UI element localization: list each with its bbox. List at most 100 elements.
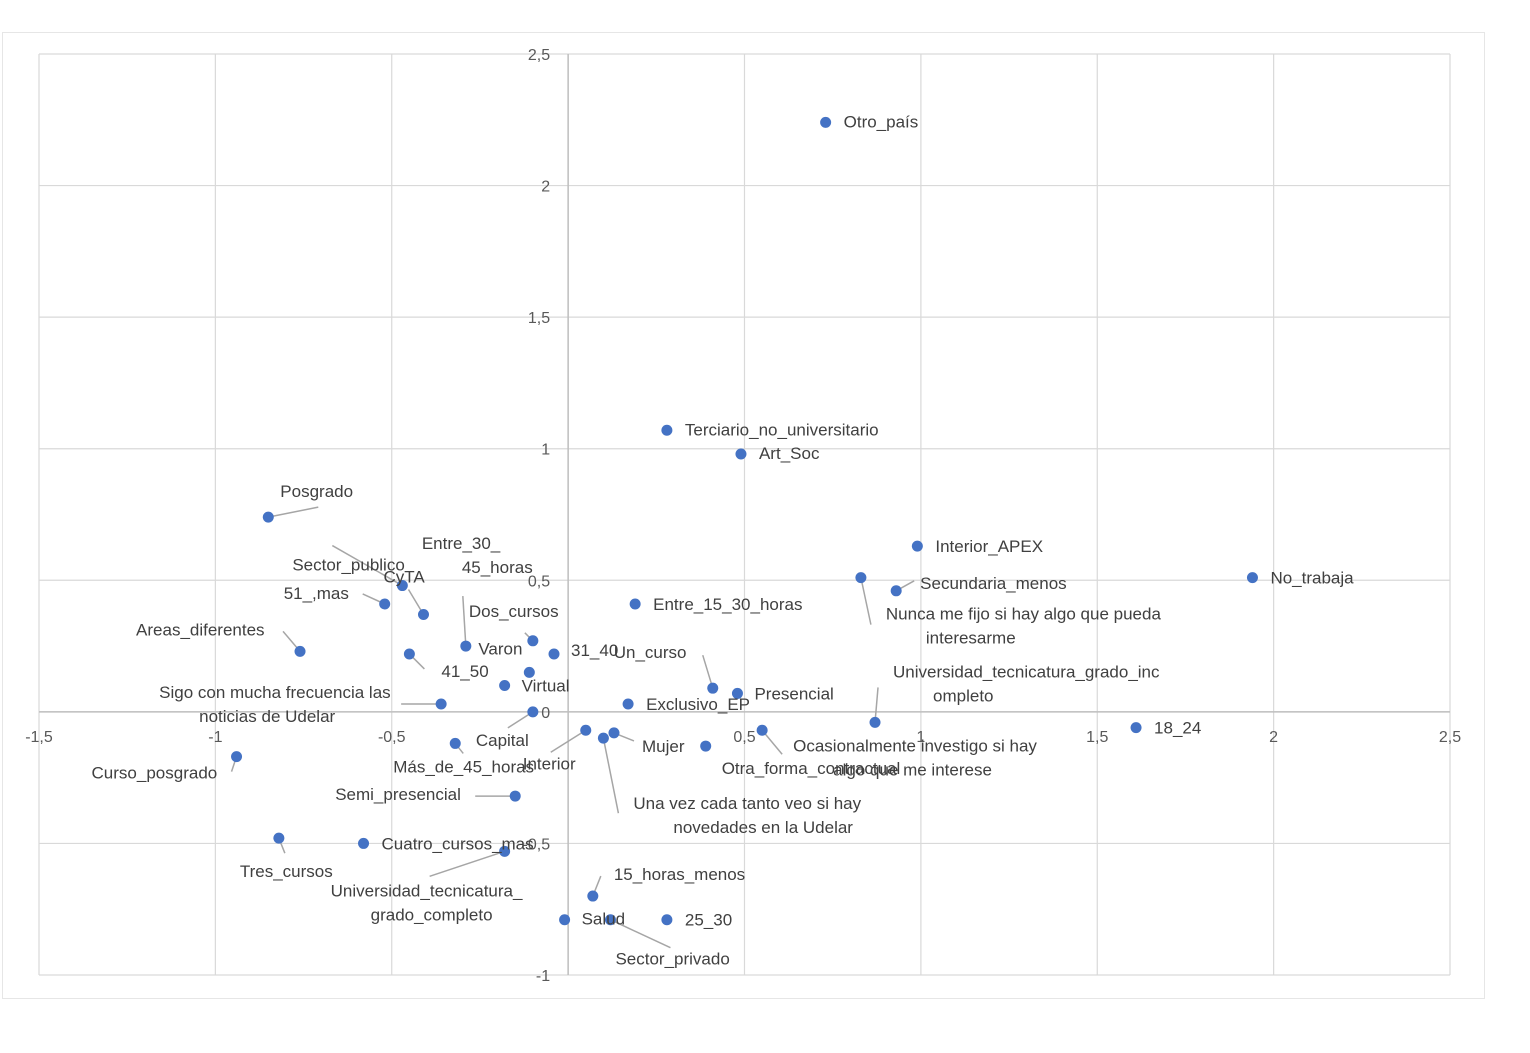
point-label: Areas_diferentes: [136, 620, 265, 639]
x-tick-label: 2: [1269, 729, 1278, 746]
point-label: Entre_30_ 45_horas: [422, 534, 533, 577]
data-point: [527, 706, 539, 718]
data-point: [890, 585, 902, 597]
leader-line: [268, 506, 319, 518]
x-tick-label: -0,5: [378, 729, 406, 746]
x-tick-label: 1: [916, 729, 925, 746]
data-point: [700, 740, 712, 752]
leader-line: [702, 654, 714, 689]
point-label: Entre_15_30_horas: [653, 595, 802, 614]
point-label: Nunca me fijo si hay algo que pueda inter…: [886, 605, 1162, 648]
point-label: Exclusivo_EP: [646, 695, 750, 714]
point-label: CyTA: [383, 567, 425, 586]
x-tick-label: -1: [208, 729, 222, 746]
data-point: [231, 751, 243, 763]
leader-line: [610, 919, 671, 949]
data-point: [622, 698, 634, 710]
point-label: Universidad_tecnicatura_grado_inc ompleto: [893, 662, 1160, 705]
data-point: [548, 648, 560, 660]
x-tick-label: 1,5: [1086, 729, 1108, 746]
y-tick-label: 1: [541, 442, 550, 459]
data-point: [417, 608, 429, 620]
point-label: Secundaria_menos: [920, 574, 1066, 593]
x-tick-label: -1,5: [25, 729, 53, 746]
data-point: [911, 540, 923, 552]
data-point: [403, 648, 415, 660]
data-point: [460, 640, 472, 652]
data-point: [820, 116, 832, 128]
point-label: Virtual: [522, 677, 570, 696]
data-point: [499, 680, 511, 692]
y-tick-label: 0: [541, 705, 550, 722]
point-label: Art_Soc: [759, 444, 820, 463]
point-label: Ocasionalmente investigo si hay algo que …: [793, 736, 1037, 779]
data-point: [379, 598, 391, 610]
point-label: Cuatro_cursos_mas: [382, 834, 534, 853]
point-label: 15_horas_menos: [614, 865, 745, 884]
point-label: 31_40: [571, 641, 618, 660]
point-label: Varon: [478, 639, 522, 658]
data-point: [396, 580, 408, 592]
point-label: Sector_publico: [292, 556, 404, 575]
point-label: No_trabaja: [1270, 569, 1354, 588]
point-label: 18_24: [1154, 719, 1201, 738]
point-label: Un_curso: [614, 643, 687, 662]
leader-line: [462, 596, 467, 647]
point-label: Más_de_45_horas: [393, 757, 534, 776]
data-point: [731, 687, 743, 699]
data-point: [587, 890, 599, 902]
y-tick-label: 0,5: [528, 573, 550, 590]
point-label: Interior: [523, 754, 576, 773]
data-point: [449, 737, 461, 749]
data-point: [855, 572, 867, 584]
leader-line: [331, 544, 403, 587]
point-label: Semi_presencial: [335, 785, 461, 804]
data-point: [661, 914, 673, 926]
point-label: Otra_forma_contractual: [722, 759, 901, 778]
point-label: Una vez cada tanto veo si hay novedades e…: [633, 794, 861, 837]
point-label: Dos_cursos: [469, 602, 559, 621]
point-label: Otro_país: [844, 112, 919, 131]
data-point: [597, 732, 609, 744]
data-point: [559, 914, 571, 926]
leader-line: [602, 738, 620, 814]
chart-area: [2, 32, 1485, 999]
y-tick-label: -1: [536, 968, 550, 985]
leader-line: [429, 850, 505, 878]
data-point: [580, 724, 592, 736]
x-tick-label: 0,5: [733, 729, 755, 746]
y-tick-label: -0,5: [523, 836, 551, 853]
point-label: Sector_privado: [615, 950, 729, 969]
x-tick-label: 2,5: [1439, 729, 1461, 746]
point-label: Posgrado: [280, 482, 353, 501]
y-tick-label: 2,5: [528, 47, 550, 64]
data-point: [509, 790, 521, 802]
leader-line: [860, 577, 872, 625]
point-label: 51_,mas: [284, 584, 349, 603]
point-label: Presencial: [754, 684, 833, 703]
point-label: Tres_cursos: [240, 862, 333, 881]
data-point: [661, 424, 673, 436]
data-point: [262, 511, 274, 523]
data-point: [1246, 572, 1258, 584]
data-point: [604, 914, 616, 926]
point-label: Sigo con mucha frecuencia las noticias de…: [159, 683, 391, 726]
data-point: [756, 724, 768, 736]
y-tick-label: 2: [541, 179, 550, 196]
point-label: Terciario_no_universitario: [685, 420, 879, 439]
point-label: Interior_APEX: [935, 537, 1043, 556]
leader-line: [550, 729, 587, 753]
data-point: [358, 837, 370, 849]
data-point: [869, 716, 881, 728]
data-point: [707, 682, 719, 694]
data-point: [629, 598, 641, 610]
data-point: [735, 448, 747, 460]
point-label: 25_30: [685, 911, 732, 930]
point-label: Mujer: [642, 737, 685, 756]
data-point: [294, 645, 306, 657]
point-label: Curso_posgrado: [92, 764, 218, 783]
y-tick-label: 1,5: [528, 310, 550, 327]
data-point: [1130, 722, 1142, 734]
point-label: Capital: [476, 731, 529, 750]
